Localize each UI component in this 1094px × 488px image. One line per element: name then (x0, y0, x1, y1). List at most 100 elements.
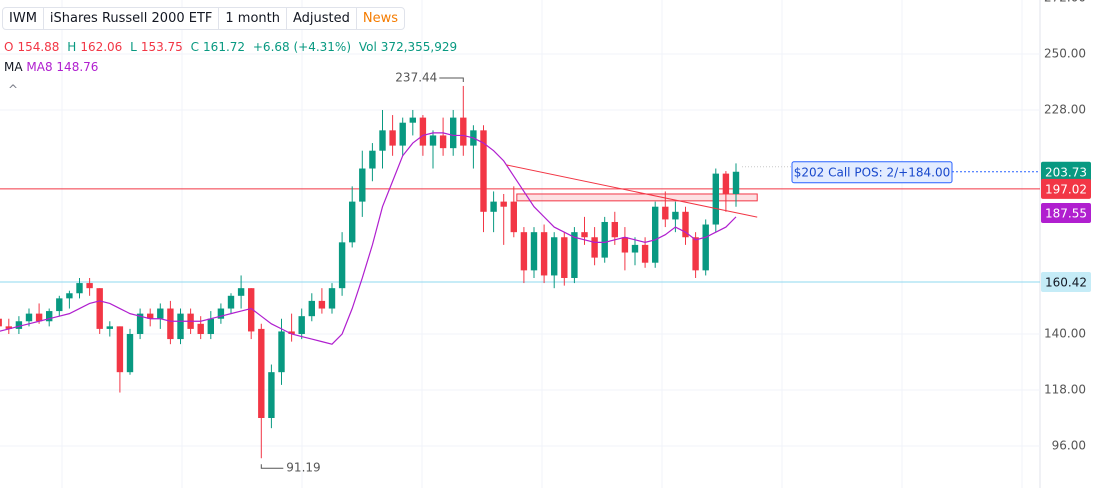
price-label-box (1041, 161, 1091, 182)
o-label: O (4, 40, 14, 54)
h-label: H (67, 40, 77, 54)
y-tick-label: 250.00 (1044, 46, 1086, 60)
candle-body (601, 221, 608, 258)
candle-body (409, 117, 416, 123)
symbol-header: IWM iShares Russell 2000 ETF 1 month Adj… (2, 7, 406, 30)
candle-body (46, 311, 53, 322)
ma-label: MA (4, 60, 23, 74)
candle-body (571, 232, 578, 278)
candle-body (682, 211, 689, 238)
candle-body (288, 331, 295, 334)
vol-value: 372,355,929 (380, 40, 458, 54)
price-label-box (1041, 202, 1091, 223)
ma-value: 148.76 (56, 60, 99, 74)
candle-body (25, 313, 33, 322)
candle-body (35, 313, 43, 322)
candle-body (278, 331, 285, 373)
adjustment[interactable]: Adjusted (287, 8, 357, 29)
candle-body (439, 135, 447, 149)
candle-body (652, 206, 659, 263)
candle-body (227, 295, 235, 309)
candle-body (116, 326, 124, 373)
price-label: 203.73 (1045, 165, 1087, 179)
candle-body (258, 328, 265, 418)
ohlc-legend: O 154.88 H 162.06 L 153.75 C 161.72 +6.68 (+… (4, 40, 461, 54)
price-label: 160.42 (1045, 276, 1087, 290)
candle-body (581, 232, 588, 238)
candle-body (207, 318, 214, 334)
candle-body (147, 313, 154, 319)
candle-body (248, 288, 255, 332)
ma-line (0, 132, 737, 345)
symbol-name: iShares Russell 2000 ETF (44, 8, 220, 29)
l-value: 153.75 (140, 40, 183, 54)
candle-body (399, 122, 406, 146)
price-label-box (1041, 272, 1091, 293)
zone (516, 193, 758, 202)
news[interactable]: News (362, 11, 399, 26)
candle-body (369, 150, 376, 169)
c-value: 161.72 (203, 40, 246, 54)
candle-body (450, 117, 457, 149)
candle-body (722, 173, 730, 194)
annotation-pointer (439, 77, 464, 82)
candle-body (460, 117, 467, 146)
c-label: C (190, 40, 200, 54)
candle-body (76, 283, 83, 294)
candle-body (106, 326, 113, 329)
candle-body (338, 242, 346, 289)
candle-body (359, 168, 366, 202)
candle-body (0, 318, 2, 327)
candle-body (389, 130, 396, 146)
l-label: L (130, 40, 137, 54)
candle-body (662, 206, 669, 220)
collapse-icon[interactable]: ^ (8, 83, 18, 97)
candle-body (490, 201, 497, 212)
price-label: 187.55 (1045, 206, 1087, 220)
annotation-pointer (260, 464, 284, 469)
candle-body (167, 308, 174, 340)
candle-body (591, 237, 598, 258)
candle-body (561, 237, 568, 278)
candle-body (732, 171, 740, 194)
price-label-box (1041, 178, 1091, 199)
candle-body (692, 237, 699, 271)
y-tick-label: 140.00 (1044, 326, 1086, 340)
candle-body (712, 173, 719, 225)
candle-body (268, 372, 275, 418)
candle-body (540, 232, 548, 276)
candle-body (5, 326, 12, 329)
candle-body (500, 201, 507, 207)
candle-body (136, 313, 144, 334)
position-label: $202 Call POS: 2/+184.00 (794, 165, 950, 179)
candle-body (611, 221, 618, 238)
candle-body (328, 288, 336, 309)
symbol[interactable]: IWM (3, 8, 44, 29)
candle-body (429, 135, 437, 146)
vol-label: Vol (358, 40, 377, 54)
candle-body (419, 117, 427, 146)
candle-body (56, 298, 63, 312)
annotation: 237.44 (395, 70, 437, 84)
y-tick-label: 118.00 (1044, 382, 1086, 396)
change: +6.68 (+4.31%) (252, 40, 352, 54)
candle-body (510, 201, 517, 233)
candle-body (96, 288, 103, 329)
candle-body (66, 293, 73, 299)
interval[interactable]: 1 month (219, 8, 287, 29)
annotation: 91.19 (286, 461, 320, 475)
candle-body (126, 333, 134, 373)
candle-body (480, 130, 487, 212)
candle-body (177, 313, 184, 340)
candle-body (237, 288, 245, 296)
candle-body (349, 201, 356, 243)
candle-body (672, 211, 679, 220)
candle-body (197, 323, 204, 334)
trend-line (506, 164, 758, 218)
candle-body (298, 316, 305, 334)
candle-body (551, 237, 558, 276)
position-box (791, 161, 953, 184)
candle-body (308, 300, 315, 317)
